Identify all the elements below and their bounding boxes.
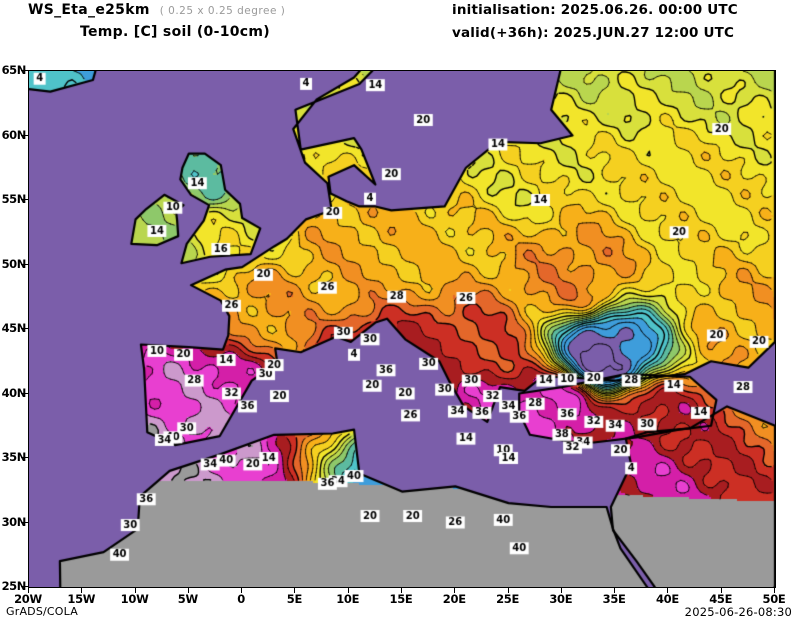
y-tick-mark [21,586,28,587]
x-tick-25E: 25E [496,592,520,606]
x-tick-mark [720,588,722,593]
x-tick-10E: 10E [336,592,360,606]
y-tick-mark [21,457,28,458]
y-tick-mark [21,199,28,200]
generation-timestamp: 2025-06-26-08:30 [684,605,792,619]
x-tick-40E: 40E [655,592,679,606]
x-tick-mark [454,588,456,593]
x-tick-0: 0 [237,592,245,606]
x-tick-mark [401,588,402,593]
valid-time: valid(+36h): 2025.JUN.27 12:00 UTC [452,25,735,41]
y-tick-50N: 50N [1,256,27,271]
model-title-line: WS_Eta_e25km ( 0.25 x 0.25 degree ) [28,2,448,18]
x-tick-5E: 5E [286,592,303,606]
initialisation-time: initialisation: 2025.06.26. 00:00 UTC [452,2,738,18]
x-tick-50E: 50E [762,592,786,606]
x-tick-45E: 45E [709,592,733,606]
model-name: WS_Eta_e25km [28,2,150,18]
y-tick-30N: 30N [1,514,27,529]
grads-credit: GrADS/COLA [6,605,78,618]
header-left-column: WS_Eta_e25km ( 0.25 x 0.25 degree ) Temp.… [28,2,448,40]
x-tick-mark [134,588,136,593]
x-tick-mark [241,588,243,593]
y-tick-25N: 25N [1,579,27,593]
x-tick-mark [507,588,509,593]
model-resolution: ( 0.25 x 0.25 degree ) [159,5,286,17]
soil-temperature-map[interactable] [29,71,775,587]
x-axis-labels: 20W 15W 10W 5W 0 5E 10E 15E 20E 25E 30E 35E 40E 45E 50… [0,592,800,608]
y-tick-mark [21,70,28,71]
x-tick-mark [560,588,562,593]
y-tick-60N: 60N [1,127,27,142]
variable-title: Temp. [C] soil (0-10cm) [80,24,270,40]
y-tick-mark [21,392,28,394]
x-tick-mark [774,588,775,593]
x-tick-mark [347,588,349,593]
x-tick-20E: 20E [442,592,466,606]
map-plot-area[interactable]: Hydrological and Meteorological service … [28,70,776,588]
x-tick-5W: 5W [177,592,198,606]
y-tick-mark [21,263,28,265]
x-tick-30E: 30E [549,592,573,606]
y-tick-40N: 40N [1,385,27,400]
x-tick-20W: 20W [14,592,42,606]
x-tick-15W: 15W [67,592,96,606]
x-tick-mark [28,588,29,593]
x-tick-15E: 15E [389,592,413,606]
y-tick-55N: 55N [1,192,27,206]
chart-header: WS_Eta_e25km ( 0.25 x 0.25 degree ) Temp.… [0,0,800,56]
header-right-column: initialisation: 2025.06.26. 00:00 UTC va… [452,2,792,41]
x-tick-35E: 35E [602,592,626,606]
y-tick-65N: 65N [1,63,27,77]
y-tick-35N: 35N [1,450,27,464]
y-tick-mark [21,328,28,329]
x-tick-mark [667,588,669,593]
x-tick-10W: 10W [120,592,149,606]
y-tick-mark [21,134,28,136]
x-tick-mark [81,588,83,593]
y-tick-45N: 45N [1,321,27,335]
x-tick-mark [614,588,616,593]
x-tick-mark [294,588,296,593]
x-tick-mark [187,588,189,593]
y-tick-mark [21,521,28,523]
